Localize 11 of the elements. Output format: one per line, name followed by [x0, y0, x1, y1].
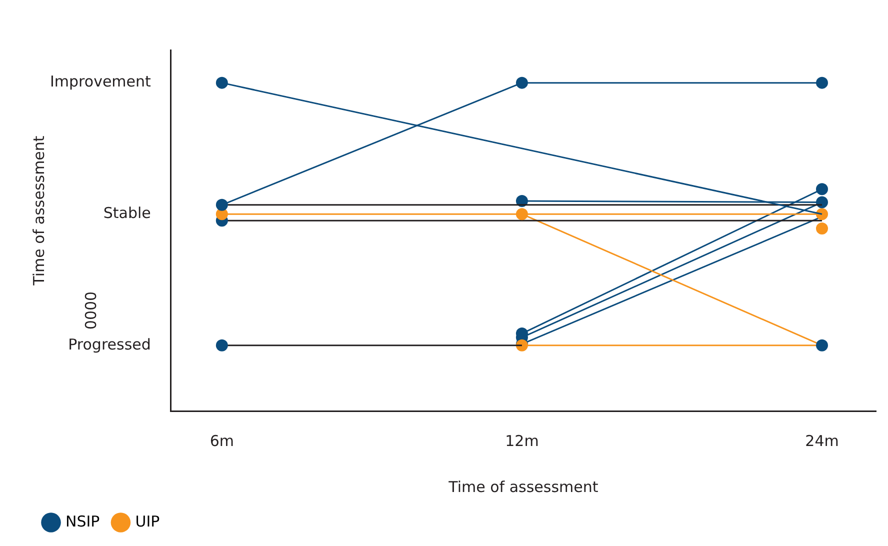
legend-label: UIP [135, 512, 160, 530]
category-label: Progressed [68, 335, 151, 354]
category-label: Stable [103, 204, 151, 222]
x-tick-label: 12m [505, 432, 539, 450]
text: Time of assessment [30, 136, 48, 286]
text: 0000 [82, 291, 100, 330]
x-tick-label: 24m [805, 432, 839, 450]
legend-label: NSIP [66, 512, 100, 530]
x-tick-label: 6m [210, 432, 234, 450]
category-label: Improvement [50, 72, 151, 91]
x-axis-title: Time of assessment [448, 478, 598, 496]
